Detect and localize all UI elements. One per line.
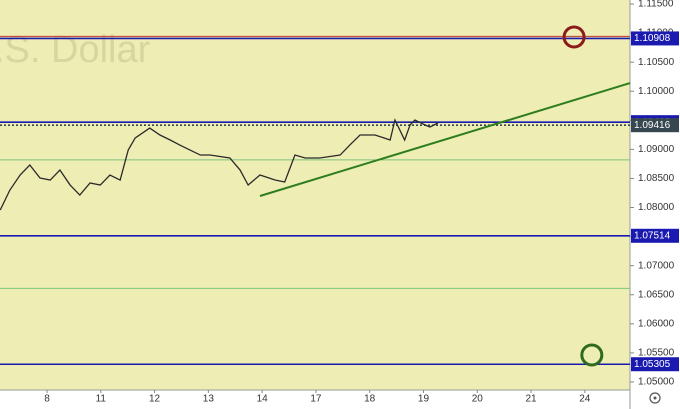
level-label: 1.09416 [634, 120, 671, 131]
x-tick-label: 21 [525, 394, 537, 405]
y-tick-label: 1.10000 [638, 86, 675, 97]
settings-icon[interactable] [649, 392, 661, 404]
x-tick-label: 20 [472, 394, 484, 405]
price-line [0, 118, 439, 211]
x-tick-label: 24 [579, 394, 591, 405]
y-tick-label: 1.05000 [638, 377, 675, 388]
target-circle [562, 25, 586, 49]
level-label-box [631, 357, 679, 372]
y-tick-label: 1.08500 [638, 173, 675, 184]
watermark: .S. Dollar [0, 29, 151, 71]
x-tick-label: 11 [96, 394, 107, 405]
level-label: 1.07514 [634, 230, 671, 241]
x-tick-label: 14 [257, 394, 269, 405]
time-axis [0, 390, 630, 409]
level-label: 1.05305 [634, 359, 671, 370]
x-tick-label: 12 [149, 394, 161, 405]
y-tick-label: 1.08000 [638, 202, 675, 213]
y-tick-label: 1.09000 [638, 144, 675, 155]
y-tick-label: 1.06000 [638, 318, 675, 329]
y-tick-label: 1.06500 [638, 289, 675, 300]
level-label: 1.10908 [634, 33, 671, 44]
y-tick-label: 1.10500 [638, 57, 675, 68]
x-tick-label: 8 [44, 394, 50, 405]
x-tick-label: 13 [203, 394, 215, 405]
x-tick-label: 18 [364, 394, 376, 405]
level-label-box [631, 118, 679, 133]
price-axis [630, 0, 680, 409]
trend-line [259, 82, 631, 197]
target-circle [580, 343, 604, 367]
level-label-box [631, 31, 679, 46]
level-label-box [631, 228, 679, 243]
x-tick-label: 17 [310, 394, 322, 405]
y-tick-label: 1.05500 [638, 348, 675, 359]
x-tick-label: 19 [418, 394, 430, 405]
plot-background [0, 0, 630, 390]
y-tick-label: 1.11500 [638, 0, 674, 10]
y-tick-label: 1.07000 [638, 260, 675, 271]
